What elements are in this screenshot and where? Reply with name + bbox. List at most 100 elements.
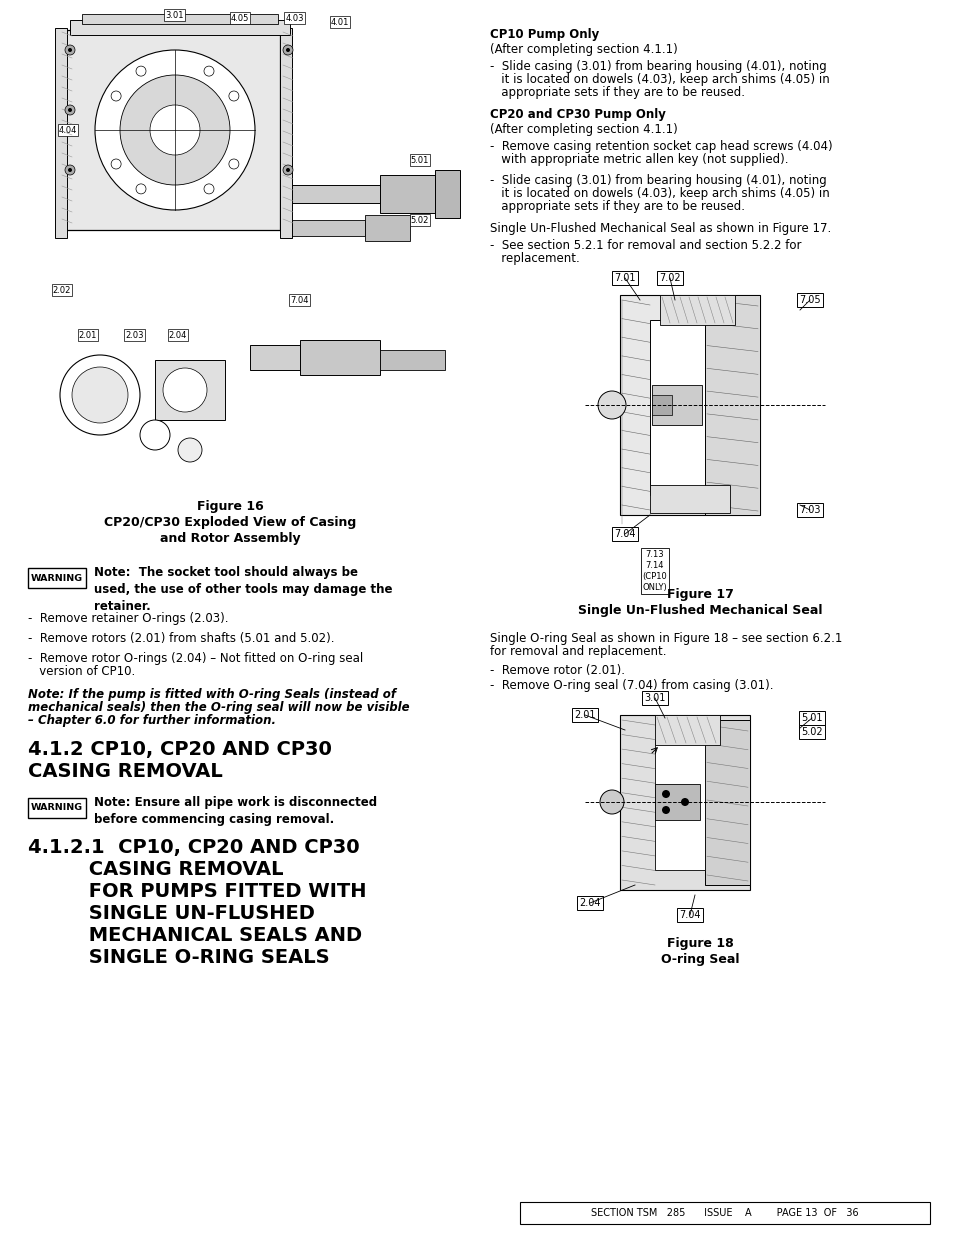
Bar [651, 395, 671, 415]
Text: it is located on dowels (4.03), keep arch shims (4.05) in: it is located on dowels (4.03), keep arc… [490, 186, 829, 200]
Circle shape [283, 165, 293, 175]
Bar [60, 30, 280, 230]
Circle shape [204, 67, 213, 77]
Circle shape [661, 806, 669, 814]
Circle shape [65, 105, 75, 115]
Text: Single Un-Flushed Mechanical Seal: Single Un-Flushed Mechanical Seal [578, 604, 821, 618]
Circle shape [95, 49, 254, 210]
Circle shape [598, 391, 625, 419]
Circle shape [204, 184, 213, 194]
Bar [655, 784, 700, 820]
Circle shape [68, 107, 71, 112]
Text: Note:  The socket tool should always be
used, the use of other tools may damage : Note: The socket tool should always be u… [94, 566, 392, 613]
Circle shape [150, 105, 200, 156]
Text: 7.04: 7.04 [291, 295, 309, 305]
Text: 4.05: 4.05 [231, 14, 249, 22]
Text: 5.01: 5.01 [801, 713, 821, 722]
Circle shape [136, 67, 146, 77]
Bar [655, 740, 704, 869]
Bar [649, 320, 704, 495]
Bar [379, 175, 435, 212]
Bar [704, 295, 760, 515]
Circle shape [111, 159, 121, 169]
Text: with appropriate metric allen key (not supplied).: with appropriate metric allen key (not s… [490, 153, 788, 165]
Bar [519, 1202, 929, 1224]
Text: Figure 17: Figure 17 [666, 588, 733, 601]
Text: Single O-ring Seal as shown in Figure 18 – see section 6.2.1: Single O-ring Seal as shown in Figure 18… [490, 632, 841, 645]
Bar [659, 295, 734, 325]
Text: appropriate sets if they are to be reused.: appropriate sets if they are to be reuse… [490, 86, 744, 99]
Bar [655, 715, 720, 745]
Text: – Chapter 6.0 for further information.: – Chapter 6.0 for further information. [28, 714, 275, 727]
Circle shape [68, 168, 71, 172]
Text: Figure 16: Figure 16 [196, 500, 263, 513]
Bar [619, 295, 760, 515]
Text: version of CP10.: version of CP10. [28, 664, 135, 678]
Text: 7.13
7.14
(CP10
ONLY): 7.13 7.14 (CP10 ONLY) [642, 550, 667, 593]
Text: 5.01: 5.01 [411, 156, 429, 164]
Circle shape [229, 159, 238, 169]
Text: 2.02: 2.02 [52, 285, 71, 294]
Text: appropriate sets if they are to be reused.: appropriate sets if they are to be reuse… [490, 200, 744, 212]
Bar [28, 568, 86, 588]
Text: it is located on dowels (4.03), keep arch shims (4.05) in: it is located on dowels (4.03), keep arc… [490, 73, 829, 86]
Circle shape [65, 165, 75, 175]
Bar [250, 345, 299, 370]
Text: for removal and replacement.: for removal and replacement. [490, 645, 666, 658]
Text: 2.04: 2.04 [578, 898, 600, 908]
Text: 5.02: 5.02 [411, 215, 429, 225]
Circle shape [163, 368, 207, 412]
Circle shape [68, 48, 71, 52]
Text: CP20 and CP30 Pump Only: CP20 and CP30 Pump Only [490, 107, 665, 121]
Circle shape [60, 354, 140, 435]
Text: -  See section 5.2.1 for removal and section 5.2.2 for: - See section 5.2.1 for removal and sect… [490, 240, 801, 252]
Text: -  Remove retainer O-rings (2.03).: - Remove retainer O-rings (2.03). [28, 613, 229, 625]
Text: -  Remove O-ring seal (7.04) from casing (3.01).: - Remove O-ring seal (7.04) from casing … [490, 679, 773, 692]
Text: O-ring Seal: O-ring Seal [660, 953, 739, 966]
Text: 7.02: 7.02 [659, 273, 680, 283]
Circle shape [140, 420, 170, 450]
Circle shape [599, 790, 623, 814]
Text: 7.05: 7.05 [799, 295, 820, 305]
Text: 7.04: 7.04 [679, 910, 700, 920]
Text: 4.01: 4.01 [331, 17, 349, 26]
Text: 4.1.2.1  CP10, CP20 AND CP30: 4.1.2.1 CP10, CP20 AND CP30 [28, 839, 359, 857]
Circle shape [229, 91, 238, 101]
Text: Single Un-Flushed Mechanical Seal as shown in Figure 17.: Single Un-Flushed Mechanical Seal as sho… [490, 222, 830, 235]
Bar [379, 350, 444, 370]
Circle shape [178, 438, 202, 462]
Text: -  Slide casing (3.01) from bearing housing (4.01), noting: - Slide casing (3.01) from bearing housi… [490, 61, 826, 73]
Text: mechanical seals) then the O-ring seal will now be visible: mechanical seals) then the O-ring seal w… [28, 701, 409, 714]
Circle shape [65, 44, 75, 56]
Text: MECHANICAL SEALS AND: MECHANICAL SEALS AND [28, 926, 362, 945]
Text: 2.04: 2.04 [169, 331, 187, 340]
Text: SECTION TSM   285      ISSUE    A        PAGE 13  OF   36: SECTION TSM 285 ISSUE A PAGE 13 OF 36 [591, 1208, 858, 1218]
Bar [704, 720, 749, 885]
Text: SINGLE O-RING SEALS: SINGLE O-RING SEALS [28, 948, 330, 967]
Circle shape [120, 75, 230, 185]
Bar [619, 715, 749, 890]
Text: SINGLE UN-FLUSHED: SINGLE UN-FLUSHED [28, 904, 314, 923]
Text: 3.01: 3.01 [166, 11, 184, 20]
Text: FOR PUMPS FITTED WITH: FOR PUMPS FITTED WITH [28, 882, 366, 902]
Text: (After completing section 4.1.1): (After completing section 4.1.1) [490, 43, 677, 56]
Bar [651, 385, 701, 425]
Text: and Rotor Assembly: and Rotor Assembly [159, 532, 300, 545]
Text: CP10 Pump Only: CP10 Pump Only [490, 28, 598, 41]
Circle shape [136, 184, 146, 194]
Circle shape [286, 48, 290, 52]
Text: 7.01: 7.01 [614, 273, 635, 283]
Circle shape [286, 168, 290, 172]
Text: 5.02: 5.02 [801, 727, 821, 737]
Text: 4.04: 4.04 [59, 126, 77, 135]
Bar [649, 485, 729, 513]
Bar [82, 14, 277, 23]
Text: Figure 18: Figure 18 [666, 937, 733, 950]
Text: replacement.: replacement. [490, 252, 579, 266]
Circle shape [680, 798, 688, 806]
Bar [299, 340, 379, 375]
Circle shape [283, 44, 293, 56]
Text: CASING REMOVAL: CASING REMOVAL [28, 860, 283, 879]
Circle shape [661, 790, 669, 798]
Bar [28, 798, 86, 818]
